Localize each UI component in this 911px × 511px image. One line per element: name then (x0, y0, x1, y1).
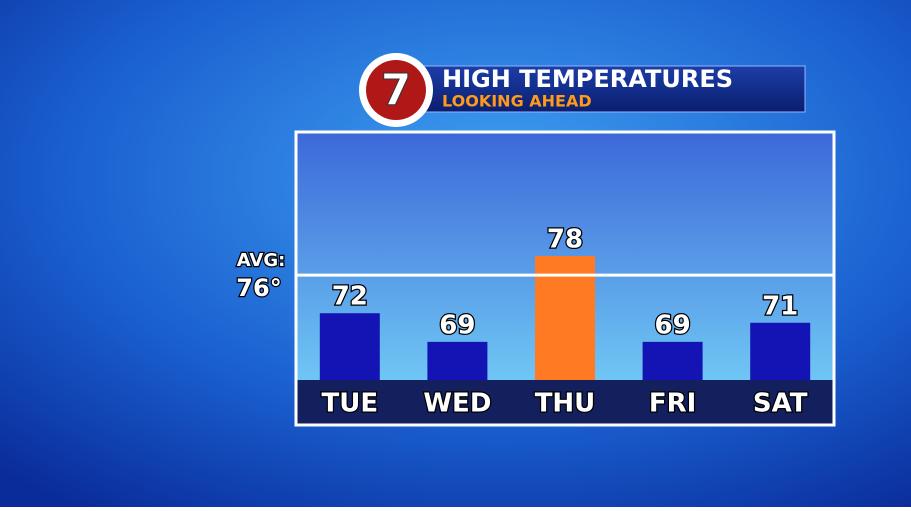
value-label: 69 (655, 310, 691, 340)
value-label: 72 (332, 282, 368, 312)
chart-subtitle: LOOKING AHEAD (442, 92, 592, 111)
value-label: 69 (439, 310, 475, 340)
x-tick-label: SAT (753, 389, 808, 419)
bar (319, 313, 380, 380)
bar (750, 322, 811, 380)
x-tick-label: THU (535, 389, 596, 419)
x-tick-label: TUE (321, 389, 378, 419)
average-value: 76° (236, 274, 281, 302)
x-tick-label: FRI (649, 389, 696, 419)
bar (642, 341, 703, 380)
average-label: AVG: (237, 250, 286, 271)
value-label: 71 (762, 291, 798, 321)
bar (535, 256, 595, 380)
chart-title: HIGH TEMPERATURES (442, 65, 733, 93)
value-label: 78 (547, 225, 583, 255)
day-strip (296, 380, 834, 425)
logo-disc (366, 60, 426, 120)
chart-frame (294, 130, 836, 427)
logo: 7 (381, 65, 412, 116)
x-tick-label: WED (423, 389, 491, 419)
bar (427, 341, 488, 380)
